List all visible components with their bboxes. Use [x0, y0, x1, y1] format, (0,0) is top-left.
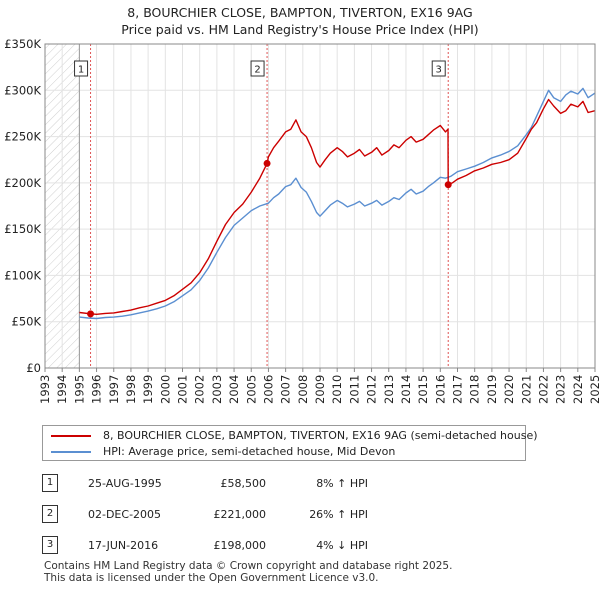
legend-swatch-hpi — [51, 451, 91, 453]
chart-subtitle: Price paid vs. HM Land Registry's House … — [121, 22, 479, 37]
sale-point — [87, 310, 95, 318]
x-tick-label: 2005 — [244, 375, 258, 404]
x-tick-label: 2007 — [279, 375, 293, 404]
x-tick-label: 2015 — [416, 375, 430, 404]
y-tick-label: £100K — [4, 268, 41, 282]
y-tick-label: £50K — [12, 315, 42, 329]
x-tick-label: 2023 — [554, 375, 568, 404]
sale-date: 25-AUG-1995 — [88, 477, 162, 490]
sale-number-badge: 1 — [42, 474, 58, 492]
sale-date: 02-DEC-2005 — [88, 508, 162, 521]
sale-hpi-delta: 8% ↑ HPI — [316, 477, 368, 490]
x-tick-label: 1999 — [141, 375, 155, 404]
x-tick-label: 2002 — [193, 375, 207, 404]
x-tick-label: 2001 — [176, 375, 190, 404]
sale-marker-box — [250, 60, 265, 77]
y-tick-label: £250K — [4, 130, 41, 144]
footer-line-licence: This data is licensed under the Open Gov… — [44, 572, 379, 584]
sale-price: £198,000 — [213, 539, 267, 552]
sale-point — [263, 159, 271, 167]
sale-number-badge: 2 — [42, 505, 58, 523]
x-tick-label: 2018 — [468, 375, 482, 404]
sale-marker-box — [431, 60, 446, 77]
x-tick-label: 2020 — [502, 375, 516, 404]
y-tick-label: £300K — [4, 83, 41, 97]
legend-swatch-property — [51, 435, 91, 437]
hpi-series-line — [79, 87, 596, 320]
x-tick-label: 1993 — [38, 375, 52, 404]
sale-point — [444, 181, 452, 189]
y-tick-label: £350K — [4, 37, 41, 51]
x-tick-label: 1996 — [90, 375, 104, 404]
sale-hpi-delta: 26% ↑ HPI — [309, 508, 368, 521]
x-tick-label: 2021 — [519, 375, 533, 404]
x-tick-label: 2003 — [210, 375, 224, 404]
x-tick-label: 2016 — [433, 375, 447, 404]
property-series-line — [79, 98, 596, 315]
x-tick-label: 2012 — [365, 375, 379, 404]
x-tick-label: 2011 — [347, 375, 361, 404]
x-tick-label: 2010 — [330, 375, 344, 404]
footer-line-copyright: Contains HM Land Registry data © Crown c… — [44, 560, 453, 572]
y-tick-label: £0 — [26, 361, 41, 375]
legend-label-hpi: HPI: Average price, semi-detached house,… — [103, 445, 396, 458]
x-tick-label: 1995 — [72, 375, 86, 404]
x-tick-label: 2004 — [227, 375, 241, 404]
chart-title: 8, BOURCHIER CLOSE, BAMPTON, TIVERTON, E… — [127, 5, 473, 20]
x-tick-label: 2014 — [399, 375, 413, 404]
sale-number-badge: 3 — [42, 536, 58, 554]
sale-date: 17-JUN-2016 — [88, 539, 159, 552]
y-tick-label: £200K — [4, 176, 41, 190]
x-tick-label: 1998 — [124, 375, 138, 404]
sale-price: £221,000 — [213, 508, 267, 521]
x-tick-label: 2013 — [382, 375, 396, 404]
y-tick-label: £150K — [4, 222, 41, 236]
x-tick-label: 2008 — [296, 375, 310, 404]
x-tick-label: 1994 — [55, 375, 69, 404]
x-tick-label: 2006 — [261, 375, 275, 404]
x-tick-label: 1997 — [107, 375, 121, 404]
x-tick-label: 2009 — [313, 375, 327, 404]
sale-price: £58,500 — [220, 477, 267, 490]
sale-marker-box — [74, 60, 89, 77]
x-tick-label: 2000 — [158, 375, 172, 404]
x-tick-label: 2022 — [536, 375, 550, 404]
footer-attribution: Contains HM Land Registry data © Crown c… — [44, 560, 452, 584]
x-tick-label: 2019 — [485, 375, 499, 404]
x-tick-label: 2024 — [571, 375, 585, 404]
sale-marker-label: 3 — [436, 65, 442, 76]
x-tick-label: 2025 — [588, 375, 600, 404]
sale-marker-label: 1 — [78, 65, 84, 76]
x-tick-label: 2017 — [451, 375, 465, 404]
legend: 8, BOURCHIER CLOSE, BAMPTON, TIVERTON, E… — [42, 425, 538, 461]
legend-label-property: 8, BOURCHIER CLOSE, BAMPTON, TIVERTON, E… — [103, 429, 538, 442]
sale-marker-label: 2 — [254, 65, 260, 76]
sale-hpi-delta: 4% ↓ HPI — [316, 539, 368, 552]
chart-title-block: 8, BOURCHIER CLOSE, BAMPTON, TIVERTON, E… — [0, 4, 600, 38]
